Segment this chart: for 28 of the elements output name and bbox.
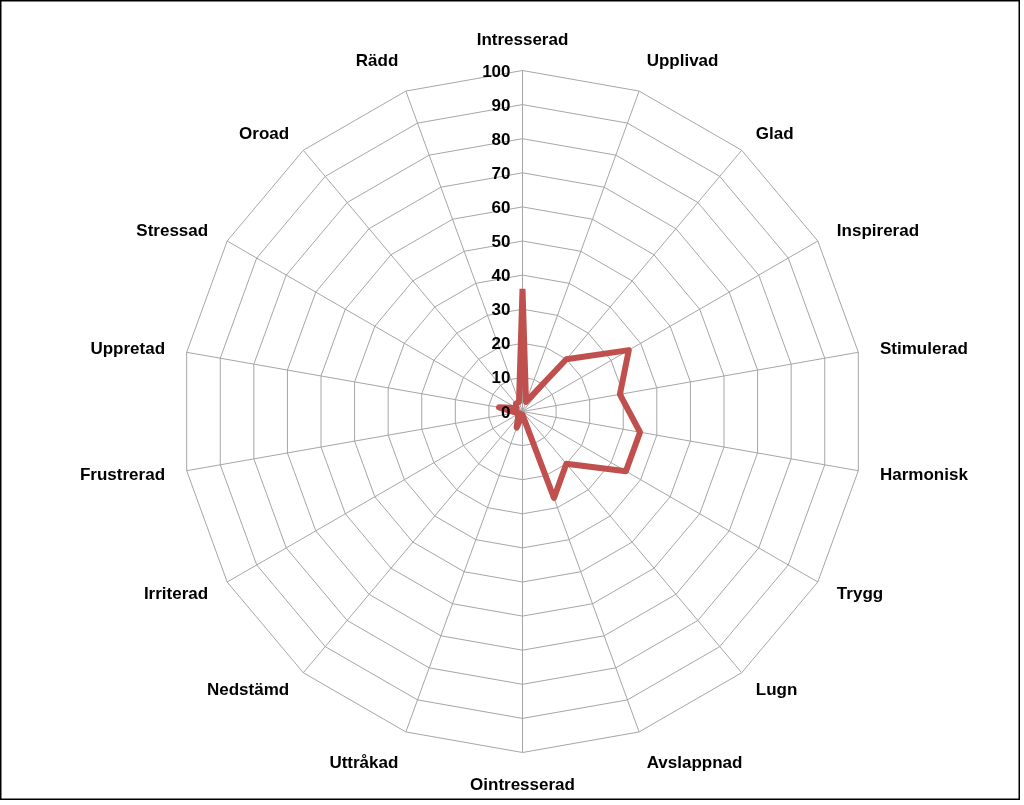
spoke-label: Uttråkad <box>329 752 399 772</box>
y-tick-label: 30 <box>491 300 511 320</box>
spoke-label: Ointresserad <box>470 774 575 794</box>
spoke-label: Oroad <box>239 123 290 143</box>
spoke-label: Upplivad <box>646 51 719 71</box>
spoke-label: Trygg <box>836 583 884 603</box>
y-tick-label: 70 <box>491 163 511 183</box>
y-tick-label: 50 <box>491 232 511 251</box>
y-tick-label: 80 <box>491 129 511 149</box>
spoke-label: Avslappnad <box>646 752 743 772</box>
spoke-label: Nedstämd <box>206 680 290 700</box>
spoke-label: Uppretad <box>90 338 166 358</box>
spoke-label: Harmonisk <box>879 465 969 485</box>
y-tick-label: 20 <box>491 334 511 354</box>
spoke-label: Lugn <box>755 680 798 700</box>
spoke-label: Irriterad <box>143 583 209 603</box>
y-tick-label: 60 <box>491 197 511 217</box>
spoke-label: Stimulerad <box>879 338 968 358</box>
spoke-label: Frustrerad <box>79 465 166 485</box>
spoke-label: Rädd <box>355 51 399 71</box>
spoke-label: Intresserad <box>476 29 569 49</box>
y-tick-label: 10 <box>491 368 511 388</box>
y-tick-label: 100 <box>482 61 511 81</box>
y-tick-label: 40 <box>491 266 511 286</box>
spoke-label: Glad <box>755 123 794 143</box>
spoke-label: Stressad <box>136 220 209 240</box>
spoke-label: Inspirerad <box>836 220 920 240</box>
y-tick-label: 90 <box>491 95 511 115</box>
